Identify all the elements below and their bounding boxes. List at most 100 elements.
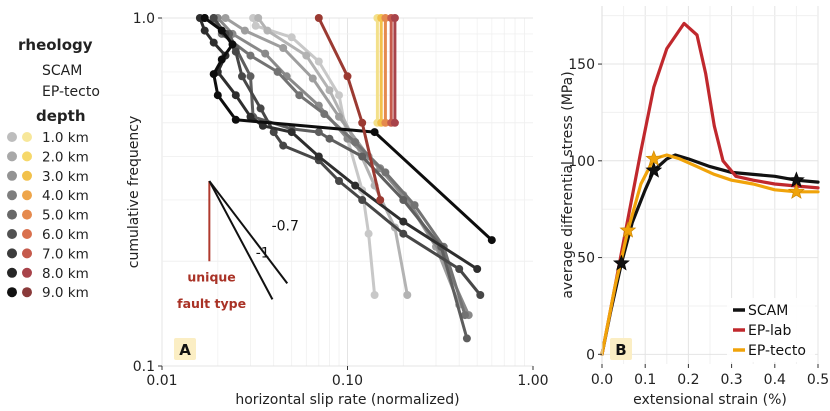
legend-label: EP-lab <box>748 323 792 339</box>
series-point <box>487 236 496 245</box>
y-tick-label: 50 <box>577 251 595 267</box>
legend-eptecto-label: EP-tecto <box>42 84 100 100</box>
series-point <box>314 152 323 161</box>
series-point <box>231 115 240 124</box>
legend-depth-gray-dot <box>7 229 17 239</box>
series-point <box>256 104 265 113</box>
legend-depth-gray-dot <box>7 170 17 181</box>
series-point <box>308 74 317 83</box>
series-point <box>238 72 246 81</box>
x-axis-label: horizontal slip rate (normalized) <box>235 392 459 408</box>
legend-depth-label: 2.0 km <box>42 149 89 165</box>
series-point <box>376 196 385 204</box>
series-point <box>246 72 255 81</box>
x-tick-label: 0.10 <box>332 373 363 389</box>
series-point <box>335 177 343 185</box>
y-axis-label: average differential stress (MPa) <box>560 71 576 298</box>
legend-depth-color-dot <box>22 287 32 298</box>
series-point <box>314 14 323 22</box>
x-axis-label: extensional strain (%) <box>633 392 787 408</box>
series-point <box>343 72 352 81</box>
star-marker <box>612 254 630 271</box>
series-point <box>399 196 408 204</box>
series-point <box>455 265 464 273</box>
series-line <box>600 153 820 356</box>
y-axis-label: cumulative frequency <box>126 116 142 269</box>
series-point <box>221 14 230 22</box>
y-tick-label: 100 <box>568 154 595 170</box>
panel-b-label-box <box>610 338 632 360</box>
legend-depth-color-dot <box>22 267 32 278</box>
series-point <box>240 26 249 35</box>
legend-depth-color-dot <box>22 151 32 162</box>
panel-a-label: A <box>179 341 191 359</box>
legend-depth-label: 3.0 km <box>42 169 89 185</box>
series-point <box>351 138 360 147</box>
series-point <box>381 118 390 127</box>
y-tick-label: 0.1 <box>133 359 155 375</box>
legend-depth-gray-dot <box>7 248 17 259</box>
x-tick-label: 0.2 <box>677 372 699 388</box>
series-point <box>287 33 296 42</box>
legend-depth-label: 5.0 km <box>42 208 89 224</box>
series-point <box>209 70 218 79</box>
series-point <box>399 217 408 226</box>
legend-rheology-title: rheology <box>18 36 93 54</box>
series-point <box>358 152 367 161</box>
star-marker <box>619 221 637 238</box>
legend-depth-color-dot <box>22 229 32 239</box>
series-point <box>335 91 343 100</box>
series-point <box>461 311 469 320</box>
series-point <box>279 44 288 52</box>
series-point <box>399 229 408 238</box>
series-point <box>325 86 334 95</box>
series-point <box>217 55 226 64</box>
series-point <box>217 26 226 35</box>
y-tick-label: 0 <box>586 347 595 363</box>
legend-depth-title: depth <box>36 107 86 125</box>
series-point <box>295 91 304 100</box>
y-tick-label: 150 <box>568 57 595 73</box>
series-point <box>314 57 323 66</box>
star-marker <box>787 182 805 199</box>
x-tick-label: 0.5 <box>807 372 829 388</box>
legend-depth-label: 9.0 km <box>42 285 89 301</box>
legend-depth-color-dot <box>22 248 32 259</box>
series-point <box>279 141 288 150</box>
legend-depth-label: 1.0 km <box>42 130 89 146</box>
slope-guide-line <box>208 180 289 284</box>
series-point <box>381 14 390 22</box>
series-point <box>370 291 379 299</box>
series-point <box>410 201 419 210</box>
series-point <box>390 14 399 22</box>
series-point <box>473 265 482 273</box>
series-point <box>381 168 390 177</box>
x-tick-label: 0.01 <box>146 373 177 389</box>
panel-b: 0.0 0.1 0.2 0.3 0.4 0.5 0 50 100 150 extensional s… <box>560 6 829 408</box>
series-point <box>390 118 399 127</box>
legend-depth-label: 4.0 km <box>42 188 89 204</box>
series-point <box>462 334 471 343</box>
legend-depth-gray-dot <box>7 151 17 162</box>
legend-depth-gray-dot <box>7 209 17 220</box>
x-tick-label: 0.0 <box>591 372 613 388</box>
series-point <box>213 91 222 100</box>
x-tick-label: 1.00 <box>517 373 548 389</box>
legend-depth-color-dot <box>22 132 32 142</box>
series-point <box>476 291 485 299</box>
series-point <box>302 51 311 60</box>
series-point <box>403 291 412 299</box>
series-point <box>228 40 237 49</box>
series-point <box>246 112 255 121</box>
legend-depth-label: 8.0 km <box>42 266 89 282</box>
x-tick-label: 0.1 <box>634 372 656 388</box>
panel-b-label: B <box>615 341 626 359</box>
annotation-text: fault type <box>177 296 246 311</box>
legend-depth-gray-dot <box>7 190 17 201</box>
series-point <box>251 21 260 30</box>
series-point <box>320 110 329 118</box>
series-point <box>263 26 272 35</box>
x-tick-label: 0.4 <box>764 372 786 388</box>
legend-depth-gray-dot <box>7 287 17 298</box>
